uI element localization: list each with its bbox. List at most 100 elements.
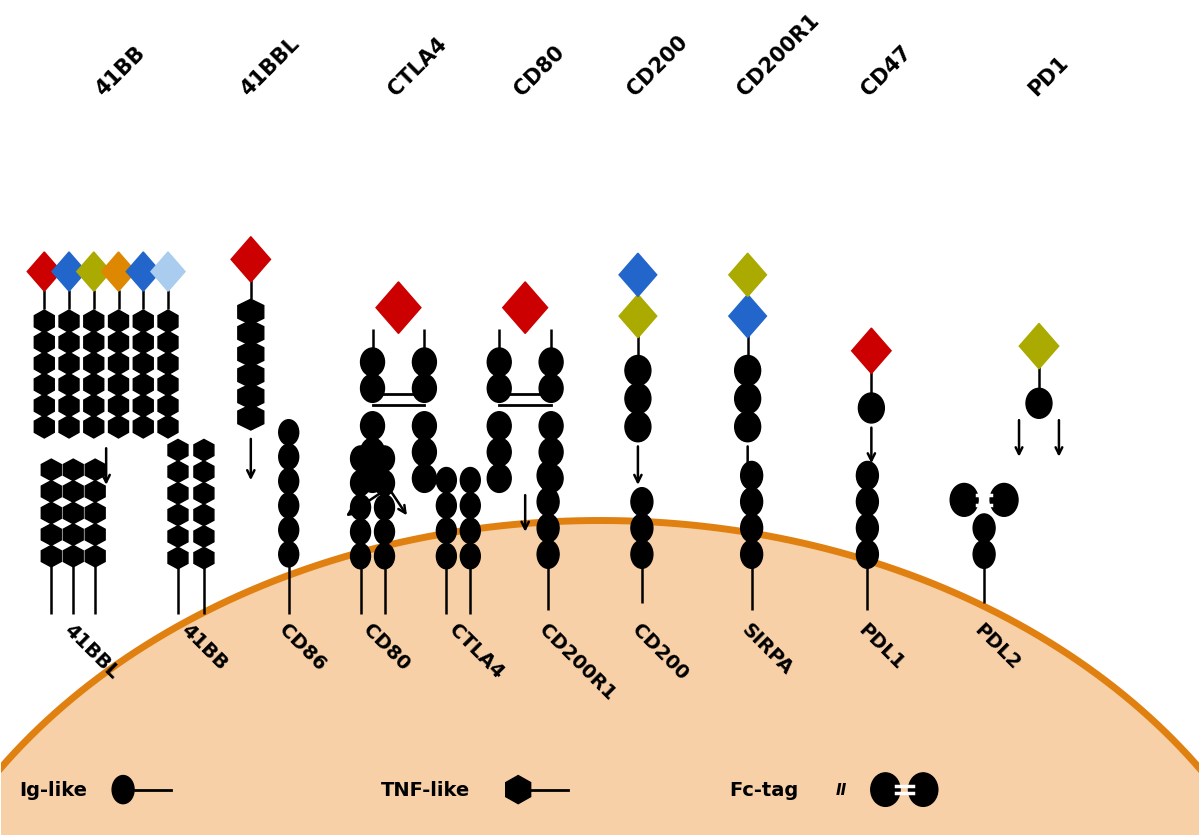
Polygon shape: [194, 440, 214, 461]
Ellipse shape: [461, 518, 480, 544]
Ellipse shape: [740, 514, 763, 543]
Ellipse shape: [360, 465, 384, 492]
Ellipse shape: [487, 438, 511, 466]
Text: 41BB: 41BB: [92, 43, 149, 99]
Polygon shape: [168, 461, 188, 483]
Polygon shape: [238, 384, 264, 410]
Ellipse shape: [487, 349, 511, 377]
Ellipse shape: [973, 541, 995, 568]
Polygon shape: [59, 416, 79, 438]
Polygon shape: [84, 353, 103, 375]
Ellipse shape: [374, 471, 395, 496]
Ellipse shape: [413, 412, 437, 441]
Polygon shape: [168, 526, 188, 548]
Polygon shape: [158, 395, 178, 417]
Polygon shape: [64, 460, 83, 481]
Text: CD80: CD80: [359, 619, 413, 673]
Polygon shape: [126, 252, 161, 292]
Polygon shape: [84, 332, 103, 354]
Polygon shape: [194, 504, 214, 526]
Polygon shape: [84, 395, 103, 417]
Polygon shape: [158, 311, 178, 333]
Text: CD86: CD86: [275, 619, 330, 674]
Ellipse shape: [538, 461, 559, 490]
Ellipse shape: [278, 493, 299, 518]
Ellipse shape: [539, 375, 563, 403]
Ellipse shape: [631, 514, 653, 543]
Polygon shape: [194, 461, 214, 483]
Ellipse shape: [858, 394, 884, 424]
Text: CD200R1: CD200R1: [733, 10, 823, 99]
Polygon shape: [238, 300, 264, 325]
Polygon shape: [59, 374, 79, 396]
Polygon shape: [41, 546, 61, 568]
Ellipse shape: [625, 384, 650, 414]
Polygon shape: [238, 321, 264, 346]
Ellipse shape: [413, 465, 437, 492]
Polygon shape: [133, 416, 154, 438]
Ellipse shape: [740, 461, 763, 490]
Polygon shape: [108, 374, 128, 396]
Ellipse shape: [413, 438, 437, 466]
Ellipse shape: [857, 514, 878, 543]
Polygon shape: [41, 524, 61, 546]
Ellipse shape: [374, 446, 395, 472]
Ellipse shape: [908, 773, 938, 807]
Text: SIRPA: SIRPA: [738, 619, 797, 677]
Ellipse shape: [437, 518, 456, 544]
Ellipse shape: [625, 356, 650, 386]
Ellipse shape: [437, 544, 456, 569]
Polygon shape: [35, 416, 54, 438]
Polygon shape: [64, 502, 83, 524]
Polygon shape: [64, 524, 83, 546]
Ellipse shape: [360, 412, 384, 441]
Polygon shape: [232, 237, 270, 283]
Polygon shape: [108, 395, 128, 417]
Ellipse shape: [734, 356, 761, 386]
Polygon shape: [194, 548, 214, 569]
Ellipse shape: [734, 384, 761, 414]
Ellipse shape: [973, 514, 995, 543]
Polygon shape: [77, 252, 110, 292]
Text: CD80: CD80: [511, 42, 569, 99]
Ellipse shape: [871, 773, 900, 807]
Ellipse shape: [350, 544, 371, 569]
Text: 41BB: 41BB: [178, 619, 232, 673]
Ellipse shape: [990, 484, 1018, 517]
Ellipse shape: [374, 519, 395, 545]
Ellipse shape: [437, 493, 456, 518]
Ellipse shape: [461, 544, 480, 569]
Ellipse shape: [857, 461, 878, 490]
Ellipse shape: [539, 349, 563, 377]
Polygon shape: [64, 481, 83, 502]
Text: 41BBL: 41BBL: [60, 619, 122, 681]
Polygon shape: [35, 353, 54, 375]
Polygon shape: [133, 374, 154, 396]
Ellipse shape: [112, 776, 134, 803]
Polygon shape: [102, 252, 136, 292]
Ellipse shape: [350, 446, 371, 472]
Polygon shape: [35, 374, 54, 396]
Ellipse shape: [539, 412, 563, 441]
Ellipse shape: [1026, 389, 1052, 419]
Ellipse shape: [413, 349, 437, 377]
Ellipse shape: [625, 412, 650, 442]
Text: PD1: PD1: [1025, 52, 1073, 99]
Ellipse shape: [631, 541, 653, 568]
Polygon shape: [728, 254, 767, 297]
Ellipse shape: [857, 488, 878, 516]
Ellipse shape: [487, 412, 511, 441]
Ellipse shape: [0, 521, 1200, 836]
Polygon shape: [168, 548, 188, 569]
Ellipse shape: [374, 544, 395, 569]
Ellipse shape: [734, 412, 761, 442]
Ellipse shape: [539, 438, 563, 466]
Polygon shape: [158, 332, 178, 354]
Ellipse shape: [360, 375, 384, 403]
Ellipse shape: [950, 484, 978, 517]
Polygon shape: [133, 311, 154, 333]
Polygon shape: [503, 283, 547, 334]
Ellipse shape: [278, 445, 299, 470]
Ellipse shape: [437, 468, 456, 493]
Ellipse shape: [740, 488, 763, 516]
